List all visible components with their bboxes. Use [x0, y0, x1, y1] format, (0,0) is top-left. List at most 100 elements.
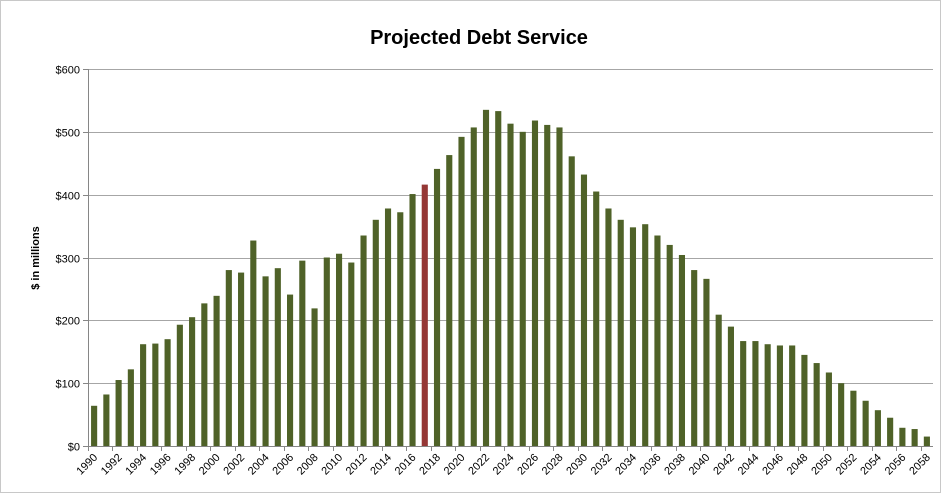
x-tick-label: 2032 — [589, 452, 615, 478]
x-tick-label: 2052 — [834, 452, 860, 478]
bar-2027 — [544, 124, 551, 447]
bar-2031 — [593, 191, 600, 446]
bar-2016 — [409, 194, 416, 446]
bar-2056 — [899, 427, 906, 446]
bar-2007 — [299, 260, 306, 446]
y-axis-label: $ in millions — [30, 226, 42, 290]
bar-1994 — [140, 344, 147, 446]
bar-2013 — [372, 219, 379, 446]
x-tick-labels: 1990199219941996199820002002200420062008… — [74, 452, 933, 478]
bar-2057 — [911, 429, 918, 446]
y-tick-label: $500 — [56, 128, 80, 140]
x-tick-label: 2020 — [442, 452, 468, 478]
bar-2041 — [715, 314, 722, 446]
x-tick-label: 2008 — [295, 452, 321, 478]
x-tick-label: 2042 — [711, 452, 737, 478]
x-tick-label: 2044 — [736, 452, 762, 478]
bar-2006 — [287, 294, 294, 446]
x-tick-label: 1998 — [172, 452, 198, 478]
bar-2055 — [887, 417, 894, 446]
bar-1990 — [91, 405, 98, 446]
bar-2019 — [446, 155, 453, 446]
y-tick-label: $0 — [68, 442, 80, 454]
y-tick-label: $600 — [56, 65, 80, 77]
bar-2034 — [629, 227, 637, 446]
y-tick-label: $100 — [56, 379, 80, 391]
bar-2053 — [862, 400, 869, 446]
x-tick-label: 2024 — [491, 452, 517, 478]
bar-2049 — [813, 363, 820, 446]
bar-1995 — [152, 343, 159, 446]
bar-1996 — [164, 339, 171, 446]
bar-2005 — [274, 268, 281, 446]
x-tick-label: 2000 — [197, 452, 223, 478]
x-tick-label: 2002 — [221, 452, 247, 478]
bar-2029 — [568, 156, 575, 446]
bar-2015 — [397, 212, 404, 446]
bar-2040 — [703, 278, 710, 446]
y-tick-label: $300 — [56, 254, 80, 266]
x-tick-label: 2040 — [687, 452, 713, 478]
x-tick-label: 1996 — [148, 452, 174, 478]
x-tick-label: 2054 — [858, 452, 884, 478]
bar-2058 — [923, 436, 930, 446]
bar-2038 — [678, 254, 686, 446]
x-tick-label: 2058 — [907, 452, 933, 478]
bar-2042 — [727, 326, 734, 446]
bars — [91, 109, 930, 447]
bar-1999 — [201, 303, 208, 446]
bar-2000 — [213, 295, 220, 446]
bar-1991 — [103, 394, 110, 446]
x-tick-label: 1990 — [74, 452, 100, 478]
bar-2014 — [384, 208, 392, 446]
bar-1993 — [127, 369, 134, 446]
bar-1997 — [176, 324, 183, 446]
x-tick-label: 2004 — [246, 452, 272, 478]
x-tick-label: 2010 — [319, 452, 345, 478]
bar-2023 — [495, 111, 502, 446]
bar-2046 — [776, 345, 783, 446]
bar-2008 — [311, 308, 318, 446]
bar-2010 — [335, 253, 343, 446]
bar-2004 — [262, 276, 269, 446]
x-tick-label: 2018 — [417, 452, 443, 478]
bar-2017 — [421, 184, 428, 447]
x-tick-label: 1994 — [123, 452, 149, 478]
bar-2026 — [531, 120, 539, 447]
x-tick-label: 1992 — [99, 452, 125, 478]
bar-2012 — [360, 235, 367, 446]
x-tick-label: 2030 — [564, 452, 590, 478]
bar-2018 — [433, 168, 441, 446]
y-tick-label: $400 — [56, 191, 80, 203]
bar-2024 — [507, 123, 514, 447]
bar-2025 — [519, 131, 526, 446]
bar-2037 — [666, 244, 673, 446]
bar-2003 — [250, 240, 257, 446]
y-tick-labels: $0 $100 $200 $300 $400 $500 $600 — [56, 65, 80, 454]
bar-2001 — [225, 270, 232, 446]
x-tick-label: 2034 — [613, 452, 639, 478]
bar-2028 — [556, 127, 563, 446]
bar-2035 — [642, 224, 649, 446]
bar-1992 — [115, 380, 122, 446]
chart-title: Projected Debt Service — [370, 27, 588, 49]
bar-2039 — [691, 270, 698, 446]
x-tick-label: 2036 — [638, 452, 664, 478]
bar-2052 — [850, 390, 857, 446]
bar-2002 — [238, 272, 245, 446]
x-tick-label: 2038 — [662, 452, 688, 478]
x-tick-label: 2014 — [368, 452, 394, 478]
bar-2036 — [654, 235, 661, 446]
axes — [88, 69, 933, 451]
bar-2032 — [605, 208, 612, 446]
x-tick-label: 2026 — [515, 452, 541, 478]
bar-2051 — [838, 383, 845, 446]
bar-2045 — [764, 344, 771, 446]
bar-2009 — [323, 257, 330, 446]
bar-2020 — [458, 136, 465, 447]
bar-2048 — [801, 354, 808, 446]
y-tick-label: $200 — [56, 316, 80, 328]
bar-2011 — [348, 262, 355, 446]
